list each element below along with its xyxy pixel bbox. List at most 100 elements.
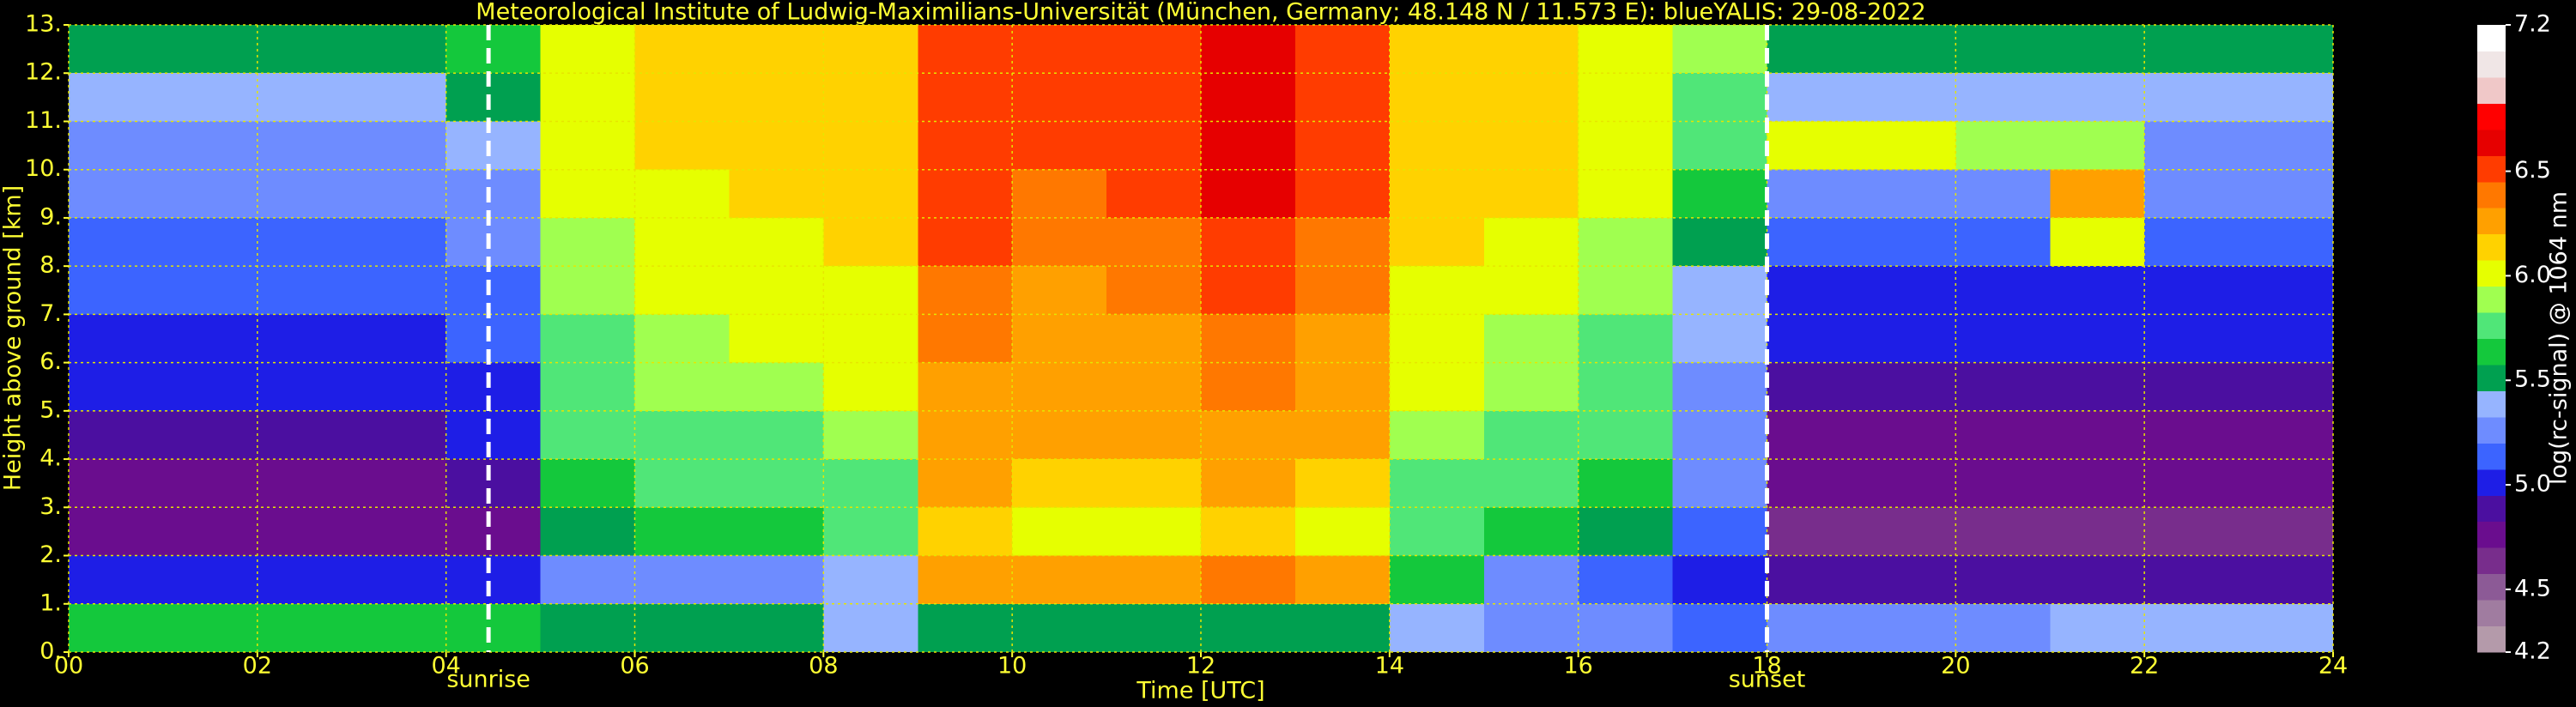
heatmap-cell [257,314,352,363]
heatmap-cell [1483,410,1579,460]
heatmap-cell [918,362,1013,411]
heatmap-cell [2239,362,2333,411]
heatmap-cell [445,459,541,508]
heatmap-cell [257,217,352,267]
heatmap-cell [1201,169,1295,218]
heatmap-cell [2050,25,2145,74]
heatmap-cell [1294,459,1390,508]
heatmap-cell [540,121,635,170]
heatmap-cell [2144,603,2240,652]
heatmap-cell [1672,169,1767,218]
y-tick-label: 8. [39,252,62,279]
heatmap-cell [351,410,446,460]
heatmap-cell [1106,459,1201,508]
colorbar-swatch [2477,76,2506,104]
heatmap-cell [540,169,635,218]
heatmap-cell [1483,25,1579,74]
heatmap-cell [351,362,446,411]
heatmap-cell [634,217,730,267]
x-tick-label: 12 [1186,653,1215,680]
heatmap-cell [1955,25,2051,74]
heatmap-cell [1294,362,1390,411]
x-tick-label: 14 [1375,653,1404,680]
colorbar-tick-label: 5.5 [2514,366,2551,393]
heatmap-cell [823,314,918,363]
heatmap-cell [445,603,541,652]
heatmap-cell [1201,25,1295,74]
heatmap-cell [257,459,352,508]
heatmap-cell [540,555,635,604]
heatmap-cell [1389,266,1484,315]
heatmap-cell [1861,555,1956,604]
heatmap-cell [1012,266,1107,315]
colorbar-swatch [2477,260,2506,287]
heatmap-cell [729,266,824,315]
heatmap-cell [2144,266,2240,315]
colorbar-tick-label: 4.2 [2514,638,2551,665]
heatmap-cell [2239,314,2333,363]
heatmap-cell [1294,555,1390,604]
heatmap-cell [351,603,446,652]
heatmap-cell [1672,73,1767,122]
heatmap-cell [1483,121,1579,170]
heatmap-cell [445,25,541,74]
heatmap-cell [1861,507,1956,556]
heatmap-cell [2239,169,2333,218]
heatmap-cell [1294,266,1390,315]
heatmap-cell [918,73,1013,122]
heatmap-cell [445,507,541,556]
heatmap-cell [540,73,635,122]
heatmap-cell [257,555,352,604]
colorbar-swatch [2477,600,2506,627]
heatmap-cell [1201,555,1295,604]
heatmap-cell [634,169,730,218]
annotation-label: sunset [1729,667,1806,693]
heatmap-cell [1767,555,1862,604]
heatmap-cell [1861,362,1956,411]
heatmap-cell [1483,555,1579,604]
heatmap-cell [1955,217,2051,267]
colorbar-swatch [2477,25,2506,51]
y-tick-label: 0. [39,638,62,665]
heatmap-cell [445,314,541,363]
colorbar-swatch [2477,103,2506,130]
y-tick-label: 2. [39,541,62,568]
heatmap-cell [162,169,258,218]
heatmap-cell [162,459,258,508]
heatmap-cell [634,362,730,411]
y-tick-label: 6. [39,348,62,375]
heatmap-cell [1955,169,2051,218]
y-tick-label: 9. [39,203,62,230]
heatmap-cell [1294,314,1390,363]
x-tick-label: 20 [1941,653,1970,680]
heatmap-cell [2239,603,2333,652]
heatmap-cell [2050,73,2145,122]
heatmap-cell [2050,459,2145,508]
heatmap-cell [351,507,446,556]
heatmap-cell [1955,555,2051,604]
colorbar-tick-label: 5.0 [2514,471,2551,498]
heatmap-cell [1578,314,1673,363]
colorbar-label: log(rc-signal) @ 1064 nm [2546,191,2573,485]
heatmap-cell [1012,25,1107,74]
heatmap-cell [2050,314,2145,363]
colorbar-swatch [2477,443,2506,470]
heatmap-cell [1767,603,1862,652]
heatmap-cell [69,169,163,218]
heatmap-cell [445,121,541,170]
heatmap-cell [1672,555,1767,604]
heatmap-cell [69,73,163,122]
heatmap-cell [634,507,730,556]
colorbar-swatch [2477,233,2506,261]
heatmap-cell [1955,362,2051,411]
heatmap-cell [1483,266,1579,315]
heatmap-cell [1483,73,1579,122]
heatmap-cell [1955,459,2051,508]
heatmap-cell [1201,410,1295,460]
grid: 00 02 04 06 08 10 12 14 16 18 20 22 24 0. 1. 2. 3. 4. 5. 6.… [25,11,2348,680]
heatmap-cell [1483,459,1579,508]
heatmap-cell [2144,73,2240,122]
heatmap-cell [2239,507,2333,556]
